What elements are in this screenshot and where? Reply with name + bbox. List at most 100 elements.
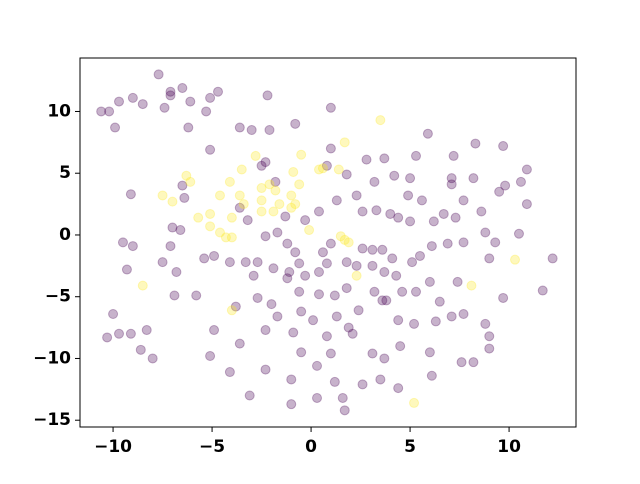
scatter-point [446,311,457,322]
scatter-point [224,176,235,187]
scatter-point [313,206,324,217]
scatter-point [321,160,332,171]
scatter-point [379,153,390,164]
scatter-point [387,253,398,264]
scatter-point [367,260,378,271]
scatter-point [296,306,307,317]
scatter-point [234,190,245,201]
scatter-point [331,311,342,322]
x-tick-label: −10 [94,437,132,457]
scatter-point [333,164,344,175]
scatter-point [270,176,281,187]
scatter-point [448,150,459,161]
scatter-point [343,237,354,248]
scatter-point [375,374,386,385]
scatter-point [252,292,263,303]
scatter-point [369,286,380,297]
scatter-point [205,144,216,155]
scatter-point [393,212,404,223]
scatter-point [357,206,368,217]
scatter-point [450,212,461,223]
scatter-point [521,199,532,210]
scatter-point [214,227,225,238]
scatter-point [264,124,275,135]
scatter-point [498,292,509,303]
scatter-point [272,227,283,238]
scatter-point [308,315,319,326]
scatter-point [379,267,390,278]
scatter-point [137,99,148,110]
scatter-point [268,263,279,274]
scatter-point [458,237,469,248]
scatter-point [226,232,237,243]
scatter-point [286,190,297,201]
scatter-point [260,325,271,336]
scatter-point [325,348,336,359]
scatter-point [337,392,348,403]
scatter-point [125,328,136,339]
scatter-point [96,106,107,117]
scatter-point [331,195,342,206]
scatter-point [296,347,307,358]
scatter-point [201,106,212,117]
scatter-point [224,367,235,378]
scatter-point [205,350,216,361]
scatter-point [226,212,237,223]
scatter-point [438,208,449,219]
scatter-point [442,238,453,249]
scatter-point [300,215,311,226]
scatter-point [234,338,245,349]
scatter-point [446,179,457,190]
scatter-point [288,327,299,338]
scatter-point [171,267,182,278]
scatter-point [205,208,216,219]
y-tick-label: −15 [33,410,71,430]
scatter-point [214,190,225,201]
scatter-point [405,216,416,227]
scatter-point [250,150,261,161]
scatter-point [288,166,299,177]
scatter-point [157,190,168,201]
scatter-point [127,241,138,252]
y-tick-label: 5 [59,163,71,183]
scatter-point [242,215,253,226]
scatter-point [256,195,267,206]
y-tick-label: −10 [33,348,71,368]
scatter-point [280,211,291,222]
scatter-point [246,124,257,135]
scatter-point [325,143,336,154]
scatter-point [321,258,332,269]
scatter-point [343,322,354,333]
scatter-point [209,325,220,336]
scatter-point [468,173,479,184]
scatter-point [272,311,283,322]
scatter-point [290,118,301,129]
y-tick-label: 0 [59,225,71,245]
scatter-point [175,225,186,236]
scatter-point [351,260,362,271]
scatter-point [312,360,323,371]
scatter-point [335,231,346,242]
scatter-point [466,280,477,291]
scatter-point [169,290,180,301]
scatter-point [381,295,392,306]
scatter-point [185,176,196,187]
scatter-point [238,199,249,210]
scatter-point [395,341,406,352]
scatter-point [220,232,231,243]
scatter-point [304,225,315,236]
scatter-point [329,290,340,301]
scatter-point [458,195,469,206]
scatter-point [135,344,146,355]
scatter-point [494,186,505,197]
scatter-point [498,141,509,152]
scatter-point [389,170,400,181]
scatter-point [480,318,491,329]
scatter-point [480,227,491,238]
scatter-point [468,357,479,368]
scatter-point [181,170,192,181]
scatter-point [153,69,164,80]
scatter-point [426,370,437,381]
scatter-point [458,309,469,320]
scatter-point [341,169,352,180]
